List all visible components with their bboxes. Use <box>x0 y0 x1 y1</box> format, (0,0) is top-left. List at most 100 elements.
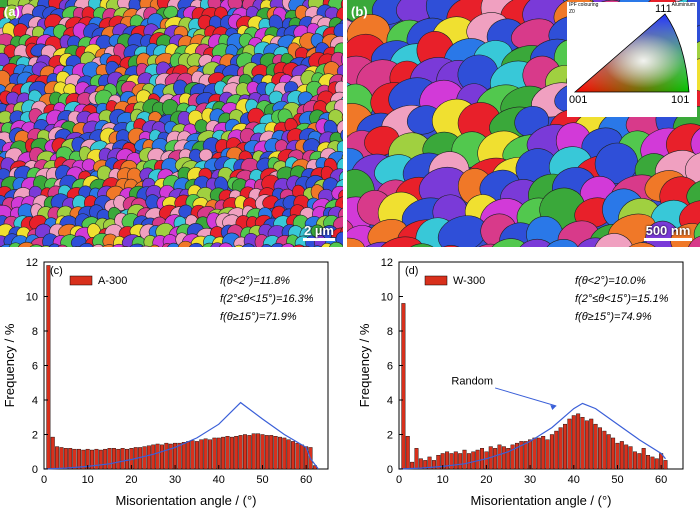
bar <box>584 420 589 470</box>
bar <box>181 442 186 470</box>
legend-label: A-300 <box>98 275 127 287</box>
map-a-grain <box>136 245 155 247</box>
fraction-annotation: f(θ≥15°)=71.9% <box>220 311 297 323</box>
map-b-grain <box>620 242 663 247</box>
bar <box>423 460 428 470</box>
ebsd-map-b: (b) 500 nm IPF colouring Z0 <box>347 0 700 247</box>
bar <box>619 441 624 470</box>
bar <box>59 447 64 470</box>
bar <box>628 446 633 470</box>
ipf-corner-001: 001 <box>569 94 588 106</box>
legend-swatch <box>424 275 448 286</box>
bar <box>549 434 554 470</box>
map-b-grain <box>690 125 700 161</box>
bar <box>81 449 86 470</box>
bar <box>405 436 410 470</box>
map-b-grain <box>693 215 700 247</box>
random-curve <box>43 401 319 470</box>
bar <box>299 444 304 470</box>
x-axis-label: Misorientation angle / (°) <box>115 493 256 508</box>
bar <box>164 442 169 470</box>
map-a-grain <box>333 22 343 41</box>
bar <box>291 441 296 470</box>
map-a-grain <box>161 243 176 247</box>
bar <box>142 446 147 470</box>
y-axis-label: Frequency / % <box>357 323 372 407</box>
ipf-corner-101: 101 <box>671 94 690 106</box>
bar <box>506 448 511 470</box>
bar <box>663 460 668 470</box>
map-a-grain <box>296 246 315 247</box>
bar <box>238 435 243 470</box>
x-axis-label: Misorientation angle / (°) <box>470 493 611 508</box>
map-a-grain <box>148 244 163 247</box>
scale-bar-b-line <box>644 238 692 241</box>
x-tick-label: 30 <box>169 474 181 486</box>
bar <box>277 436 282 470</box>
bar <box>532 437 537 470</box>
bar <box>229 436 234 470</box>
map-b-grain <box>686 178 700 209</box>
bar <box>76 448 81 470</box>
map-b-grain <box>487 238 530 247</box>
bar <box>146 445 151 470</box>
map-a-grain <box>260 244 275 247</box>
ipf-sub-left: Z0 <box>569 9 575 15</box>
y-tick-label: 12 <box>26 257 38 269</box>
ipf-title-right: Aluminium <box>671 2 695 8</box>
map-b-grain <box>347 237 366 247</box>
x-tick-label: 10 <box>82 474 94 486</box>
scale-bar-a-label: 2 µm <box>304 223 334 238</box>
y-tick-label: 0 <box>32 464 38 476</box>
x-tick-label: 40 <box>568 474 580 486</box>
bar <box>111 448 116 470</box>
map-a-grain <box>340 51 343 69</box>
y-tick-label: 6 <box>387 361 393 373</box>
x-tick-label: 60 <box>655 474 667 486</box>
random-label: Random <box>451 375 493 387</box>
bar <box>480 448 485 470</box>
map-a-grain <box>232 244 247 247</box>
bar <box>497 444 502 470</box>
fraction-annotation: f(2°≤θ<15°)=16.3% <box>220 293 314 305</box>
y-tick-label: 4 <box>32 395 38 407</box>
bar <box>632 451 637 470</box>
map-a-grain <box>328 241 343 247</box>
scale-bar-b-label: 500 nm <box>645 223 691 238</box>
bar <box>260 434 265 470</box>
chart-d: 0 10 20 30 40 50 60 0 2 4 6 8 10 12 Misorientation ang… <box>355 252 700 509</box>
bar <box>247 435 252 470</box>
bar <box>221 436 226 470</box>
map-a-grain <box>98 244 117 247</box>
bar <box>458 453 463 470</box>
bar <box>116 448 121 470</box>
bar <box>203 438 208 470</box>
bar <box>199 439 204 470</box>
random-arrow <box>494 387 557 407</box>
map-a-grain <box>340 0 343 12</box>
bar <box>251 433 256 470</box>
bar <box>453 451 458 470</box>
map-a-grain <box>338 169 343 185</box>
bar <box>593 423 598 470</box>
bar <box>212 437 217 470</box>
bar <box>436 454 441 470</box>
bar <box>256 433 261 470</box>
bar <box>68 448 73 470</box>
bar <box>580 417 585 470</box>
bar <box>286 439 291 470</box>
x-tick-label: 0 <box>41 474 47 486</box>
map-a-grain <box>47 243 63 247</box>
map-a-grain <box>0 243 15 247</box>
bar <box>46 265 51 470</box>
scale-bar-a-line <box>303 238 335 241</box>
bar <box>471 451 476 470</box>
bar <box>637 453 642 470</box>
ebsd-map-a: (a) 2 µm <box>0 0 343 247</box>
bar <box>554 430 559 470</box>
bar <box>597 427 602 470</box>
map-a-grain <box>166 242 183 247</box>
map-b-grain <box>432 245 468 247</box>
bar <box>541 436 546 470</box>
map-a-grain <box>310 245 326 247</box>
